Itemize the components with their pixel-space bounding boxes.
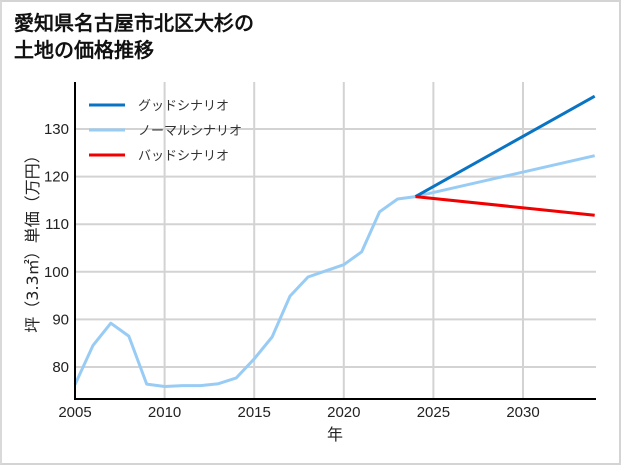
series-line [414,94,596,198]
series-line [415,195,595,217]
y-tick-label: 100 [44,264,69,281]
axes [74,82,596,400]
legend-label: バッドシナリオ [138,149,229,164]
x-tick-label: 2030 [506,404,539,421]
x-tick-label: 2025 [417,404,450,421]
y-tick-label: 130 [44,121,69,138]
chart-title-line-2: 土地の価格推移 [14,38,154,62]
legend-label: ノーマルシナリオ [138,124,242,139]
x-tick-label: 2005 [58,404,91,421]
x-axis-label: 年 [327,425,343,444]
x-tick-label: 2020 [327,404,360,421]
series-line [73,154,596,388]
x-tick-label: 2015 [238,404,271,421]
legend-label: グッドシナリオ [138,99,229,114]
series-lines [73,94,596,388]
tick-labels: 2005 2010 2015 2020 2025 2030 80 90 100 110 120 130 [44,121,540,421]
y-tick-label: 120 [44,169,69,186]
y-tick-label: 110 [45,216,69,233]
x-tick-label: 2010 [148,404,181,421]
y-tick-label: 90 [52,311,69,328]
chart-title-line-1: 愛知県名古屋市北区大杉の [14,11,254,35]
y-tick-label: 80 [52,359,69,376]
chart-title: 愛知県名古屋市北区大杉の 土地の価格推移 [14,10,254,64]
y-axis-label: 坪（3.3㎡）単価（万円） [23,147,42,332]
